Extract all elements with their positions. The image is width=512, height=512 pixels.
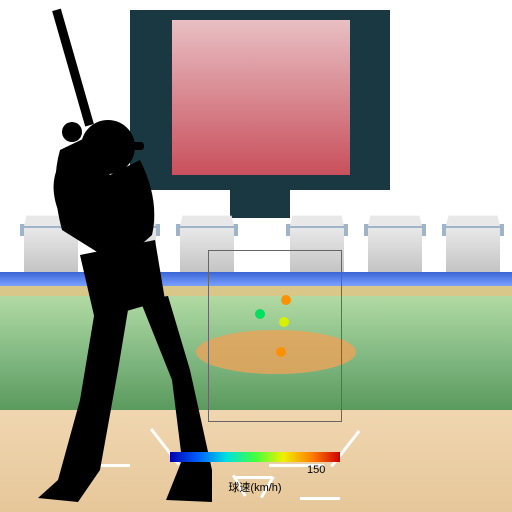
legend-ticks: 100 150: [170, 464, 340, 478]
speed-legend: 100 150 球速(km/h): [170, 452, 340, 495]
chalk-line: [300, 497, 340, 500]
legend-axis-label: 球速(km/h): [170, 479, 340, 495]
pitch-marker: [281, 295, 291, 305]
pitch-marker: [276, 347, 286, 357]
legend-colorbar: [170, 452, 340, 462]
chalk-line: [172, 497, 212, 500]
pitch-marker: [255, 309, 265, 319]
legend-tick: 100: [185, 464, 203, 476]
pitch-chart-stage: 100 150 球速(km/h): [0, 0, 512, 512]
pitch-marker: [279, 317, 289, 327]
legend-tick: 150: [307, 464, 325, 476]
strike-zone: [208, 250, 342, 422]
chalk-line: [75, 464, 130, 467]
